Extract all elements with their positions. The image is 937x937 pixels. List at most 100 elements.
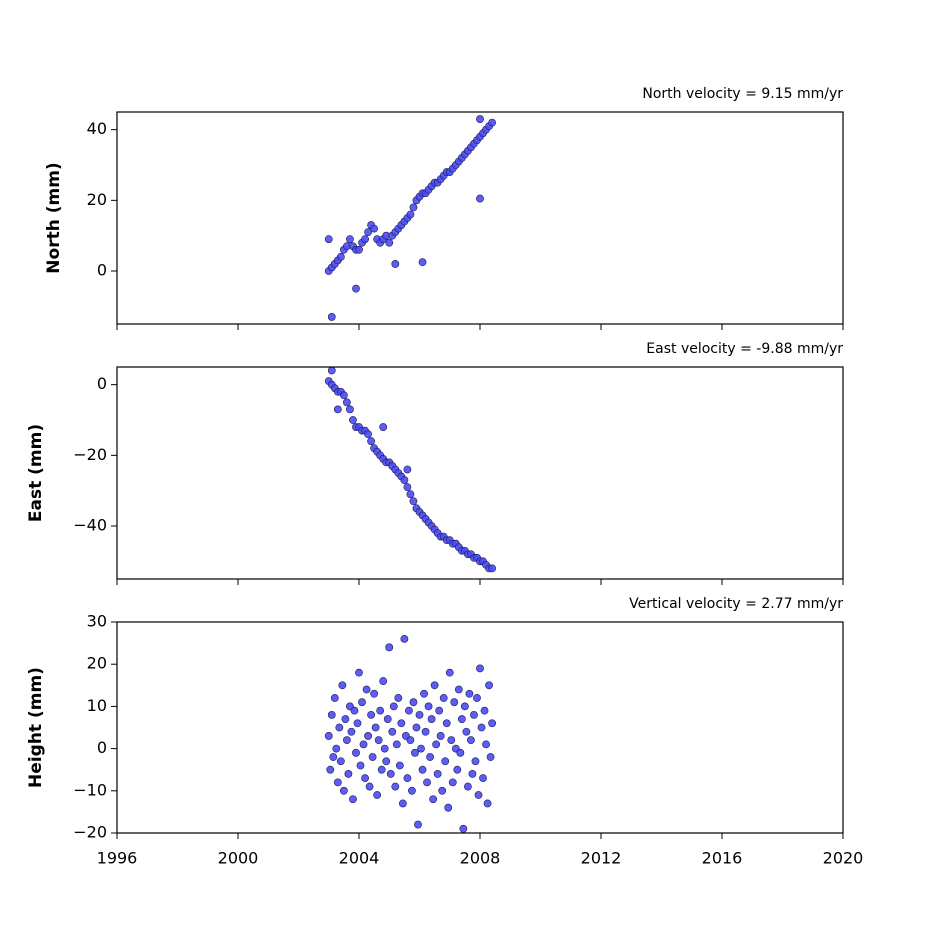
y-tick-label: 0 xyxy=(97,261,107,280)
point xyxy=(365,782,374,791)
point xyxy=(385,238,394,247)
point xyxy=(383,715,392,723)
y-tick-label: −10 xyxy=(73,780,107,799)
point xyxy=(417,744,425,753)
point xyxy=(470,710,478,719)
point xyxy=(349,795,357,804)
point xyxy=(353,719,362,728)
point xyxy=(477,723,486,732)
point xyxy=(391,782,400,791)
subplot: Vertical velocity = 2.77 mm/yr Height (mm… xyxy=(26,596,863,868)
subplot-title: East velocity = -9.88 mm/yr xyxy=(646,341,843,357)
point xyxy=(403,774,412,783)
y-tick-label: −20 xyxy=(73,823,107,842)
point xyxy=(424,702,433,711)
point xyxy=(376,706,385,715)
point xyxy=(474,791,483,799)
point xyxy=(398,799,407,808)
point xyxy=(327,366,336,375)
subplot: East velocity = -9.88 mm/yr East (mm) −40 −… xyxy=(26,341,844,585)
point xyxy=(403,483,412,492)
point xyxy=(488,118,496,127)
point xyxy=(377,765,386,774)
point xyxy=(421,727,430,736)
point xyxy=(349,416,357,424)
point xyxy=(457,715,466,723)
point xyxy=(359,740,368,749)
point xyxy=(352,284,360,293)
point xyxy=(480,706,489,715)
point xyxy=(476,115,484,123)
y-tick-label: 20 xyxy=(87,190,107,209)
point xyxy=(483,799,492,808)
point xyxy=(441,757,450,766)
point xyxy=(448,778,457,787)
point xyxy=(476,194,484,203)
y-tick-label: 0 xyxy=(97,374,107,393)
point xyxy=(409,698,418,707)
point xyxy=(409,203,418,212)
point xyxy=(367,710,375,719)
x-tick-label: 2016 xyxy=(702,849,743,868)
point xyxy=(358,698,366,707)
x-tick-label: 2012 xyxy=(581,849,622,868)
point xyxy=(355,245,363,254)
point xyxy=(403,465,412,474)
point xyxy=(391,260,400,268)
point xyxy=(450,698,459,707)
point xyxy=(460,702,469,711)
point xyxy=(361,235,369,244)
plot-frame xyxy=(116,111,844,325)
point xyxy=(332,744,341,753)
point xyxy=(486,753,495,761)
point xyxy=(479,774,487,783)
point xyxy=(364,228,372,237)
point xyxy=(336,757,345,766)
point xyxy=(463,782,472,791)
point xyxy=(406,210,415,219)
x-tick-label: 2020 xyxy=(823,849,864,868)
point xyxy=(433,770,442,778)
point xyxy=(436,732,445,740)
point xyxy=(367,437,375,446)
point xyxy=(346,235,354,244)
point xyxy=(426,753,434,761)
point xyxy=(400,476,409,484)
point xyxy=(326,765,335,774)
point xyxy=(346,405,354,414)
point xyxy=(439,694,448,702)
point xyxy=(427,715,436,723)
point xyxy=(339,786,348,795)
x-tick-label: 2004 xyxy=(339,849,380,868)
point xyxy=(333,778,342,787)
point xyxy=(423,778,431,787)
point xyxy=(465,689,474,698)
point xyxy=(388,727,397,736)
point xyxy=(327,710,336,719)
point xyxy=(350,706,359,715)
point xyxy=(347,727,356,736)
point xyxy=(361,774,369,783)
point xyxy=(382,757,391,766)
point xyxy=(364,732,372,740)
point xyxy=(386,770,395,778)
subplot: North velocity = 9.15 mm/yr North (mm) 0 20… xyxy=(44,86,844,330)
point xyxy=(442,719,451,728)
point xyxy=(379,423,388,431)
point xyxy=(409,497,418,506)
point xyxy=(335,723,344,732)
point xyxy=(342,736,351,745)
point xyxy=(438,786,447,795)
point xyxy=(368,753,377,761)
y-axis-label: North (mm) xyxy=(44,162,64,273)
point xyxy=(415,710,424,719)
point xyxy=(327,313,336,321)
plot-frame xyxy=(116,366,844,580)
x-tick-label: 2008 xyxy=(460,849,501,868)
point xyxy=(341,715,350,723)
subplot-title: North velocity = 9.15 mm/yr xyxy=(642,86,843,102)
y-tick-label: 10 xyxy=(87,696,107,715)
point xyxy=(488,719,496,728)
point xyxy=(380,744,389,753)
point xyxy=(444,803,453,812)
